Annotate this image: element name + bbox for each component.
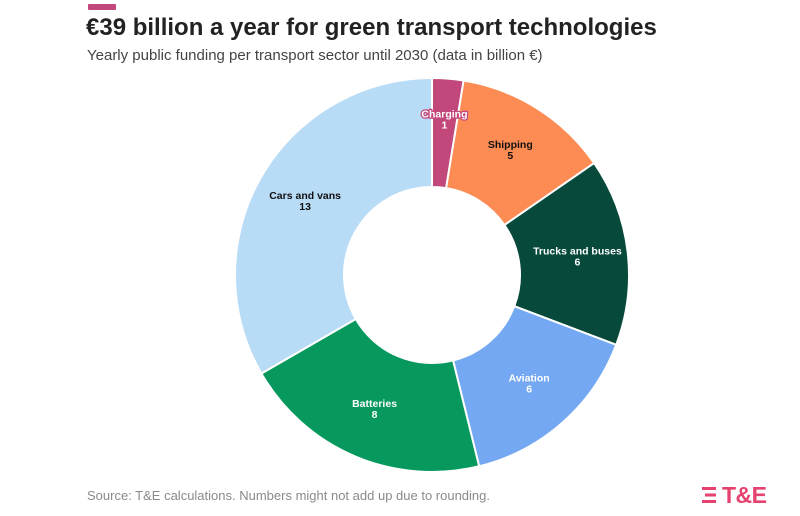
slice-cars-and-vans (234, 76, 433, 375)
te-logo-mark-icon (702, 487, 716, 503)
chart-title: €39 billion a year for green transport t… (86, 14, 657, 41)
te-logo-text: T&E (722, 481, 767, 508)
title-accent-bar (88, 4, 116, 10)
source-note: Source: T&E calculations. Numbers might … (87, 488, 490, 503)
slice-trucks-and-buses (503, 161, 630, 347)
slice-aviation (451, 304, 618, 468)
chart-subtitle: Yearly public funding per transport sect… (87, 47, 543, 64)
slice-label-cars-and-vans: Cars and vans 13 (269, 190, 341, 213)
slice-label-aviation: Aviation 6 (509, 373, 550, 396)
slice-label-batteries: Batteries 8 (352, 398, 397, 421)
slice-label-charging: Charging 1 (421, 109, 467, 132)
te-logo: T&E (702, 480, 767, 510)
slice-label-trucks-and-buses: Trucks and buses 6 (533, 245, 622, 268)
slice-label-shipping: Shipping 5 (488, 139, 533, 162)
slice-batteries (260, 317, 481, 473)
